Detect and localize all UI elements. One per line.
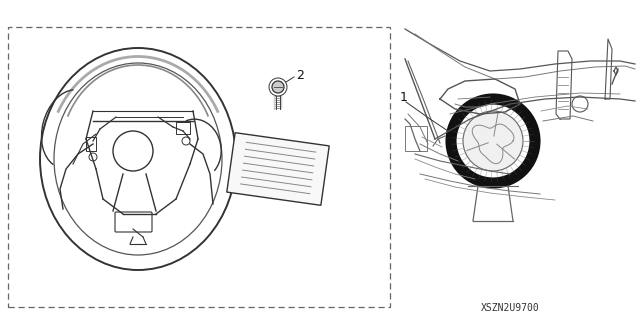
Text: 1: 1 [400,91,408,104]
Circle shape [463,111,523,171]
Bar [176,122,190,134]
Bar [8,27,390,307]
Circle shape [272,81,284,93]
Text: 2: 2 [296,69,304,82]
Bar [405,126,427,151]
Bar [86,137,96,151]
Text: XSZN2U9700: XSZN2U9700 [481,303,540,313]
Polygon shape [227,133,329,205]
